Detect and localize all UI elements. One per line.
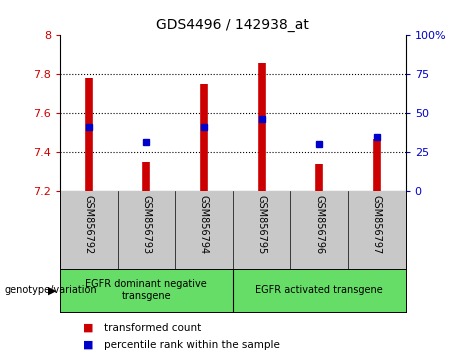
Text: percentile rank within the sample: percentile rank within the sample [104, 339, 280, 350]
Text: ▶: ▶ [48, 285, 57, 295]
Text: transformed count: transformed count [104, 322, 201, 333]
Text: GSM856796: GSM856796 [314, 195, 324, 254]
Text: ■: ■ [83, 339, 94, 350]
Text: GSM856797: GSM856797 [372, 195, 382, 254]
Text: GSM856794: GSM856794 [199, 195, 209, 254]
Text: EGFR dominant negative
transgene: EGFR dominant negative transgene [85, 279, 207, 302]
Title: GDS4496 / 142938_at: GDS4496 / 142938_at [156, 18, 309, 32]
Text: GSM856793: GSM856793 [142, 195, 151, 254]
Text: ■: ■ [83, 322, 94, 333]
Text: GSM856795: GSM856795 [257, 195, 266, 254]
Text: EGFR activated transgene: EGFR activated transgene [255, 285, 383, 295]
Text: GSM856792: GSM856792 [84, 195, 94, 254]
Text: genotype/variation: genotype/variation [5, 285, 97, 295]
